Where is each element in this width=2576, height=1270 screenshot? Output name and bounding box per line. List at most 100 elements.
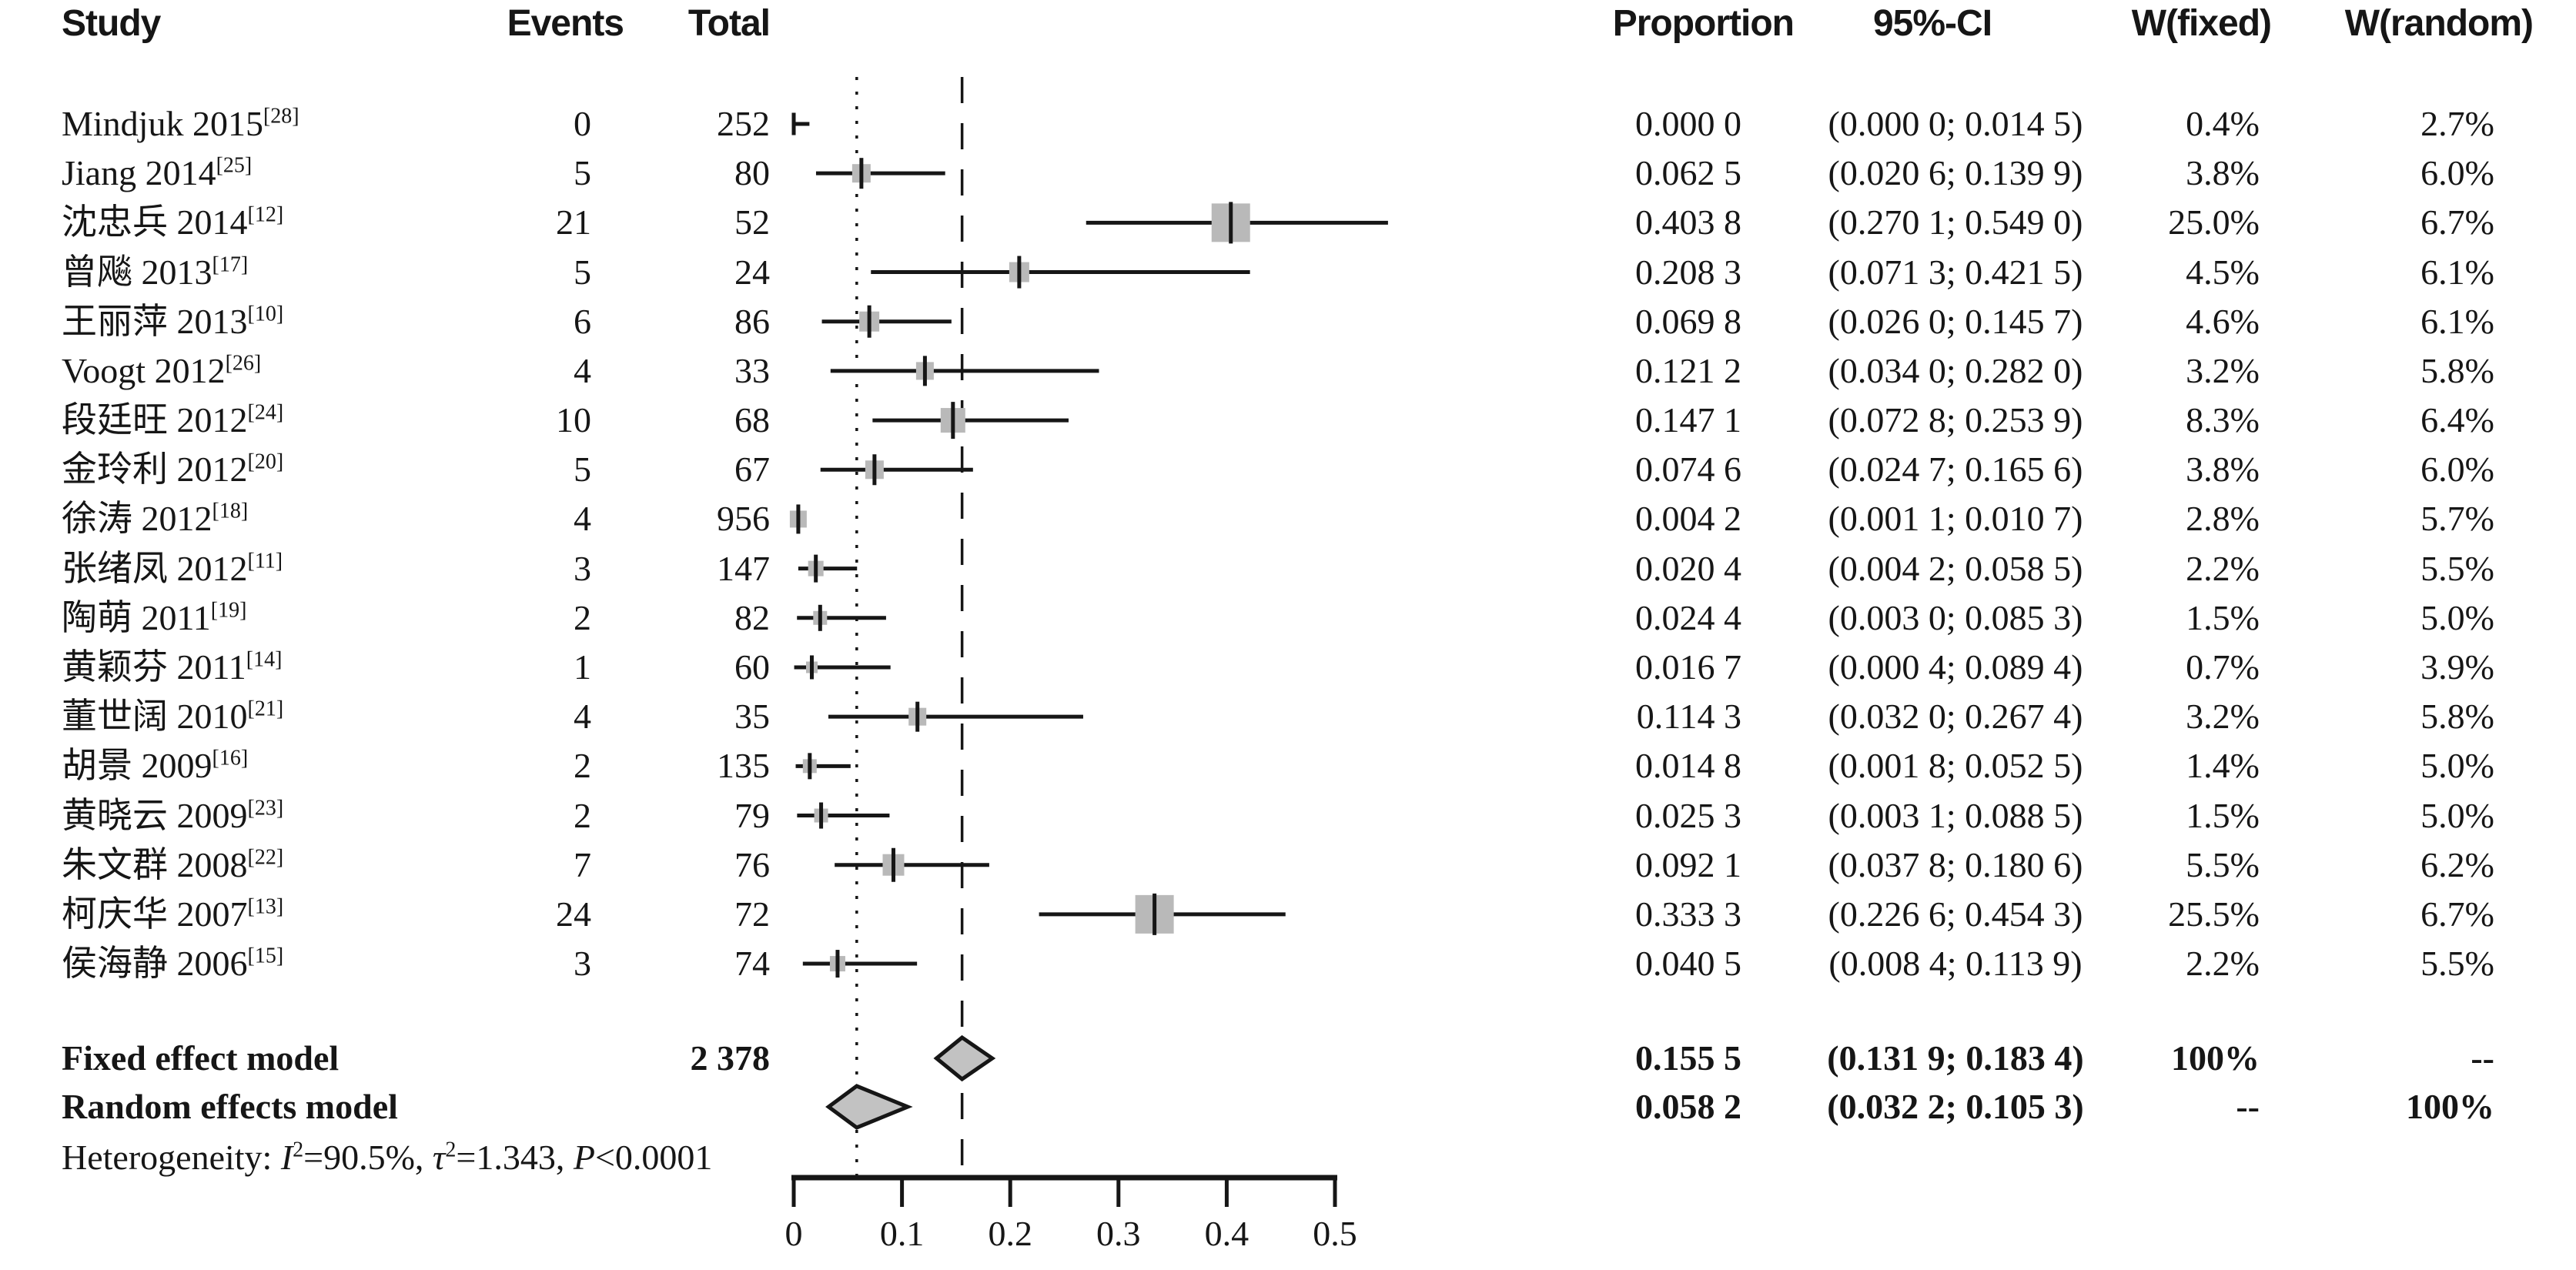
fixed-w-random-value: -- [2471,1038,2494,1078]
column-header-total: Total [687,3,771,44]
w-random-value: 2.7% [2420,104,2494,143]
total-value: 76 [734,844,770,884]
study-label: 黄晓云 2009[23] [62,795,284,835]
axis-tick-label: 0.3 [1096,1214,1141,1253]
w-random-value: 5.8% [2420,350,2494,390]
study-reference-number: [24] [247,400,284,425]
fixed-total-value: 2 378 [690,1038,771,1078]
study-label: 陶萌 2011[19] [62,597,247,637]
proportion-value: 0.024 4 [1635,597,1741,637]
study-marker [789,504,807,534]
proportion-value: 0.040 5 [1635,944,1741,984]
axis-tick-label: 0 [785,1214,803,1253]
events-value: 4 [574,697,591,737]
ci-value: (0.037 8; 0.180 6) [1828,844,2083,884]
w-random-value: 6.1% [2420,301,2494,341]
events-value: 1 [574,647,591,687]
study-reference-number: [22] [247,845,284,870]
study-label: Voogt 2012[26] [62,350,262,390]
proportion-value: 0.069 8 [1635,301,1741,341]
total-value: 86 [734,301,770,341]
proportion-value: 0.114 3 [1636,697,1741,737]
ci-value: (0.024 7; 0.165 6) [1828,450,2083,490]
events-value: 2 [574,746,591,786]
fixed-w-fixed-value: 100% [2171,1038,2260,1078]
ci-value: (0.003 1; 0.088 5) [1828,795,2083,835]
study-reference-number: [25] [216,153,253,178]
total-value: 956 [717,499,770,539]
total-value: 82 [734,597,770,637]
proportion-value: 0.092 1 [1635,844,1741,884]
events-value: 2 [574,795,591,835]
study-marker [802,950,918,978]
total-value: 79 [734,795,770,835]
study-label: Jiang 2014[25] [62,153,253,193]
stat-symbol: τ [432,1138,446,1177]
w-random-value: 5.0% [2420,597,2494,637]
study-marker [815,158,945,189]
random-proportion-value: 0.058 2 [1635,1087,1741,1126]
events-value: 4 [574,350,591,390]
events-value: 5 [574,252,591,292]
proportion-value: 0.121 2 [1635,350,1741,390]
fixed-effect-diamond [933,1034,996,1082]
w-random-value: 5.0% [2420,795,2494,835]
proportion-value: 0.208 3 [1635,252,1741,292]
w-fixed-value: 3.8% [2186,153,2260,193]
total-value: 80 [734,153,770,193]
study-label: 朱文群 2008[22] [62,844,284,884]
w-random-value: 5.7% [2420,499,2494,539]
study-reference-number: [23] [247,796,284,820]
w-random-value: 6.1% [2420,252,2494,292]
proportion-value: 0.000 0 [1635,104,1741,143]
w-random-value: 6.0% [2420,450,2494,490]
w-random-value: 6.0% [2420,153,2494,193]
w-fixed-value: 2.8% [2186,499,2260,539]
study-marker [798,554,858,583]
study-label: 沈忠兵 2014[12] [62,202,284,242]
fixed-ci-value: (0.131 9; 0.183 4) [1827,1038,2084,1078]
study-label: 柯庆华 2007[13] [62,894,284,934]
events-value: 21 [556,202,591,242]
ci-value: (0.020 6; 0.139 9) [1828,153,2083,193]
total-value: 33 [734,350,770,390]
w-random-value: 6.7% [2420,894,2494,934]
column-header-w-random: W(random) [2344,3,2534,44]
axis-tick-label: 0.1 [880,1214,925,1253]
events-value: 5 [574,153,591,193]
stat-symbol: I [280,1138,293,1177]
events-value: 7 [574,844,591,884]
events-value: 6 [574,301,591,341]
column-header-ci: 95%-CI [1872,3,1992,44]
w-fixed-value: 0.4% [2186,104,2260,143]
w-fixed-value: 5.5% [2186,844,2260,884]
w-fixed-value: 8.3% [2186,400,2260,440]
w-fixed-value: 2.2% [2186,548,2260,588]
w-random-value: 5.5% [2420,548,2494,588]
ci-value: (0.071 3; 0.421 5) [1828,252,2083,292]
axis-tick-label: 0.2 [988,1214,1032,1253]
study-reference-number: [17] [212,252,249,277]
ci-value: (0.000 0; 0.014 5) [1828,104,2083,143]
w-random-value: 5.5% [2420,944,2494,984]
study-reference-number: [26] [225,351,262,376]
ci-value: (0.034 0; 0.282 0) [1828,350,2083,390]
study-marker [871,256,1250,289]
study-label: Mindjuk 2015[28] [62,104,299,143]
study-marker [820,454,973,486]
w-fixed-value: 1.4% [2186,746,2260,786]
ci-value: (0.032 0; 0.267 4) [1828,697,2083,737]
study-label: 张绪凤 2012[11] [62,548,283,588]
study-reference-number: [28] [263,104,299,129]
events-value: 4 [574,499,591,539]
column-header-study: Study [62,3,161,44]
random-w-fixed-value: -- [2236,1087,2260,1126]
total-value: 35 [734,697,770,737]
ci-value: (0.001 8; 0.052 5) [1828,746,2083,786]
total-value: 24 [734,252,770,292]
w-random-value: 5.8% [2420,697,2494,737]
w-fixed-value: 0.7% [2186,647,2260,687]
stat-symbol: P [573,1138,595,1177]
proportion-value: 0.403 8 [1635,202,1741,242]
